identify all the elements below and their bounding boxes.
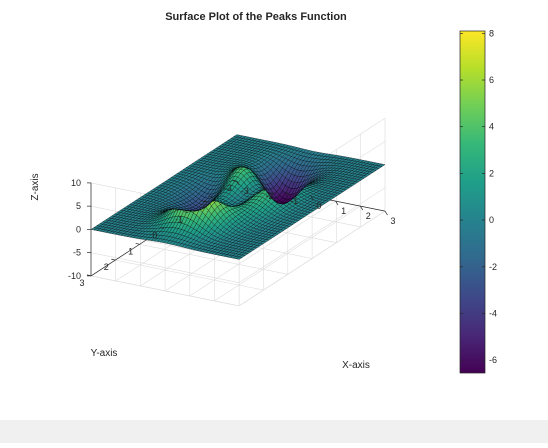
y-tick-label: 2 bbox=[104, 262, 109, 272]
y-tick-label: 1 bbox=[128, 246, 133, 256]
colorbar-tick-label: 8 bbox=[489, 28, 494, 38]
x-tick-label: -1 bbox=[290, 196, 298, 206]
z-tick-label: -5 bbox=[73, 248, 81, 258]
x-axis-label: X-axis bbox=[342, 360, 370, 371]
y-tick-label: -3 bbox=[224, 183, 232, 193]
colorbar-gradient bbox=[460, 31, 485, 373]
surface-mesh bbox=[91, 135, 385, 260]
y-tick-label: -1 bbox=[175, 215, 183, 225]
x-tick-label: 0 bbox=[316, 201, 321, 211]
colorbar-tick-label: -2 bbox=[489, 262, 497, 272]
z-tick-label: -10 bbox=[68, 271, 81, 281]
z-tick-label: 5 bbox=[76, 201, 81, 211]
colorbar-tick-label: -6 bbox=[489, 355, 497, 365]
z-tick-label: 10 bbox=[71, 178, 81, 188]
figure-footer-strip bbox=[0, 420, 548, 443]
x-tick-label: 1 bbox=[341, 206, 346, 216]
y-tick-label: 0 bbox=[152, 231, 157, 241]
colorbar-tick-label: 0 bbox=[489, 215, 494, 225]
x-tick-label: 2 bbox=[366, 211, 371, 221]
y-tick-mark bbox=[111, 259, 115, 260]
chart-title: Surface Plot of the Peaks Function bbox=[165, 11, 347, 23]
y-tick-mark bbox=[136, 243, 140, 244]
x-tick-label: -3 bbox=[241, 186, 249, 196]
colorbar-tick-label: 2 bbox=[489, 168, 494, 178]
x-tick-label: 3 bbox=[390, 216, 395, 226]
colorbar-tick-label: 6 bbox=[489, 75, 494, 85]
colorbar-tick-label: 4 bbox=[489, 122, 494, 132]
y-tick-label: -2 bbox=[199, 199, 207, 209]
z-tick-label: 0 bbox=[76, 224, 81, 234]
x-tick-mark bbox=[385, 211, 388, 215]
colorbar-tick-label: -4 bbox=[489, 308, 497, 318]
z-axis-label: Z-axis bbox=[30, 173, 41, 200]
y-axis-label: Y-axis bbox=[91, 348, 118, 359]
colorbar: -6 -4 -2 0 2 4 6 8 bbox=[460, 28, 497, 373]
x-tick-label: -2 bbox=[265, 191, 273, 201]
